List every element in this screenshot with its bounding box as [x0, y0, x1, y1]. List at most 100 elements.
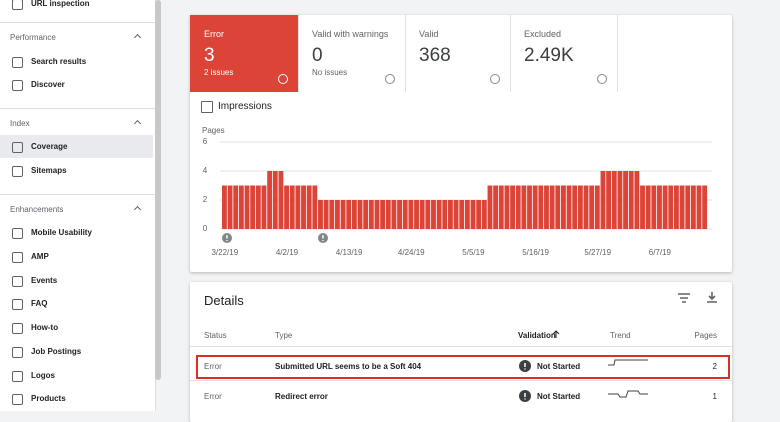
bar	[278, 171, 284, 229]
bar	[685, 185, 691, 229]
bar	[250, 185, 256, 229]
bar	[255, 185, 261, 229]
tile-warnings[interactable]: Valid with warnings 0 No issues	[298, 15, 406, 92]
trend-sparkline	[608, 390, 648, 398]
bar	[679, 185, 685, 229]
bar	[493, 185, 499, 229]
checkbox-label: Impressions	[218, 101, 272, 112]
help-icon[interactable]	[490, 74, 500, 84]
tile-excluded[interactable]: Excluded 2.49K	[510, 15, 618, 92]
bar	[566, 185, 572, 229]
bar	[623, 171, 628, 229]
column-header[interactable]: Trend	[610, 331, 631, 340]
nav-item[interactable]: Sitemaps	[31, 166, 67, 176]
help-icon[interactable]	[597, 74, 607, 84]
coverage-card: Error 3 2 issues Valid with warnings 0 N…	[190, 15, 732, 272]
column-header[interactable]: Type	[275, 331, 293, 340]
bar	[267, 171, 273, 229]
cell-type[interactable]: Redirect error	[275, 392, 328, 401]
bar	[527, 185, 532, 229]
chevron[interactable]	[133, 33, 142, 42]
bar	[577, 185, 583, 229]
tile-label: Valid	[419, 29, 439, 39]
bar	[476, 200, 482, 229]
bar	[532, 185, 538, 229]
tile-value: 3	[204, 45, 215, 66]
bar	[538, 185, 544, 229]
sidebar: URL inspection Performance Search results D…	[0, 0, 156, 411]
bar	[414, 200, 419, 229]
bar	[606, 171, 612, 229]
nav-item[interactable]: AMP	[31, 252, 49, 261]
filter-icon[interactable]	[677, 293, 691, 303]
cell-type[interactable]: Submitted URL seems to be a Soft 404	[275, 362, 422, 371]
column-header[interactable]: Pages	[694, 331, 717, 340]
page: URL inspection Performance Search results D…	[0, 0, 732, 422]
nav-icon	[12, 299, 23, 311]
checkbox[interactable]	[201, 101, 213, 113]
nav-icon	[12, 275, 23, 287]
section-header[interactable]: Enhancements	[10, 204, 64, 214]
y-tick-label: 2	[203, 195, 208, 204]
chart: Pages 0 2 4 6 3/22/19 4/2/19 4/13/19 4/24/19 5/5…	[202, 126, 712, 257]
x-tick-label: 5/5/19	[462, 248, 485, 257]
bar	[419, 200, 425, 229]
divider	[0, 193, 155, 195]
nav-item[interactable]: URL inspection	[31, 0, 90, 8]
nav-item[interactable]: FAQ	[31, 299, 48, 309]
bar	[549, 185, 555, 229]
chevron[interactable]	[133, 205, 142, 213]
x-tick-label: 4/2/19	[276, 248, 299, 257]
help-icon[interactable]	[278, 74, 288, 84]
section-header[interactable]: Index	[10, 118, 30, 128]
bar	[674, 185, 679, 229]
bar	[696, 185, 702, 229]
bar	[436, 200, 442, 229]
column-header[interactable]: Status	[204, 331, 227, 340]
cell-pages: 2	[712, 362, 717, 371]
y-tick-label: 4	[203, 166, 208, 175]
nav-item[interactable]: Events	[31, 275, 58, 285]
bar	[464, 200, 470, 229]
nav-item[interactable]: Mobile Usability	[31, 228, 92, 238]
nav-item[interactable]: Products	[31, 394, 66, 404]
bar	[498, 185, 504, 229]
bar	[453, 200, 459, 229]
bar	[402, 200, 408, 229]
tile-valid[interactable]: Valid 368	[405, 15, 511, 92]
nav-item[interactable]: Logos	[31, 370, 55, 380]
nav-icon	[12, 346, 23, 358]
column-header[interactable]: Validation	[518, 331, 556, 340]
scrollbar[interactable]	[155, 0, 161, 380]
section-header[interactable]: Performance	[10, 33, 56, 42]
nav-item[interactable]: Search results	[31, 56, 87, 66]
bar	[617, 171, 623, 229]
bar	[561, 185, 566, 229]
chevron[interactable]	[133, 119, 142, 127]
bar	[351, 200, 357, 229]
bar	[611, 171, 617, 229]
tile-error[interactable]: Error 3 2 issues	[190, 15, 299, 92]
trend-sparkline	[608, 359, 648, 366]
bar	[668, 185, 674, 229]
tile-value: 368	[419, 45, 451, 66]
nav-icon	[12, 142, 23, 154]
nav-item[interactable]: Job Postings	[31, 346, 82, 356]
help-icon[interactable]	[385, 74, 395, 84]
bar	[690, 185, 696, 229]
nav-item[interactable]: How-to	[31, 323, 59, 333]
bar	[600, 171, 606, 229]
nav-item[interactable]: Coverage	[31, 142, 68, 152]
download-icon[interactable]	[706, 291, 718, 304]
cell-pages: 1	[712, 392, 717, 401]
bar	[368, 200, 374, 229]
details-title: Details	[204, 293, 244, 308]
divider	[190, 346, 732, 347]
nav-icon	[12, 0, 23, 10]
bar	[442, 200, 448, 229]
cell-status: Error	[204, 392, 222, 401]
bar	[459, 200, 465, 229]
bar	[306, 185, 312, 229]
bar	[645, 185, 651, 229]
nav-item[interactable]: Discover	[31, 80, 65, 90]
